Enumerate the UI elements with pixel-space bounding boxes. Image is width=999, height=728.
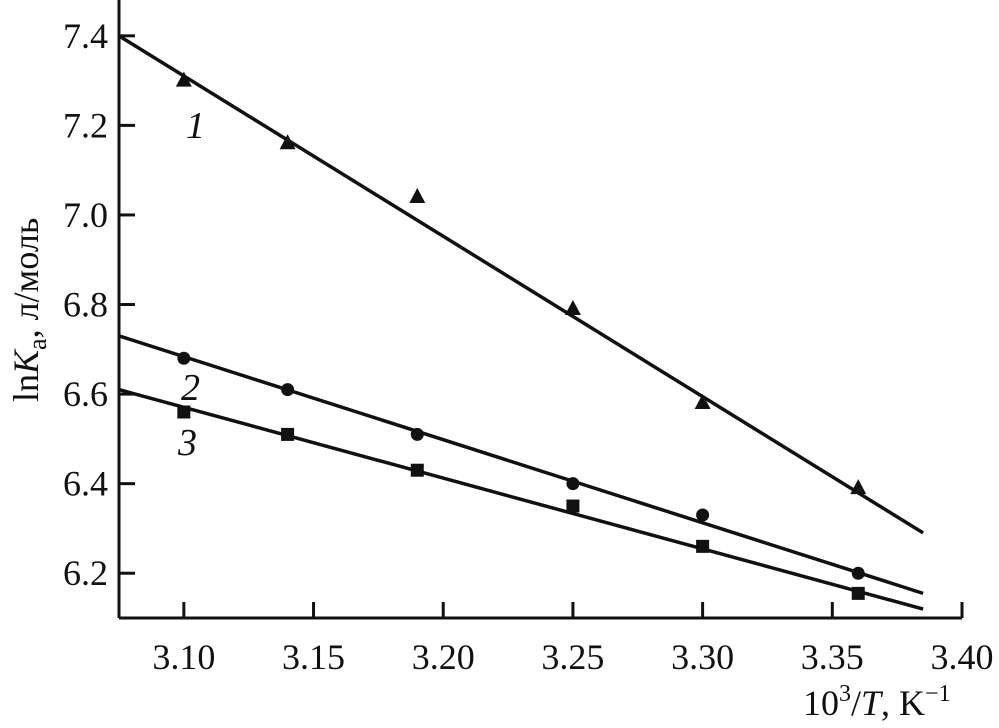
fit-lines <box>118 34 925 611</box>
y-tick-label: 7.2 <box>63 105 108 145</box>
x-axis-title-unit: , K <box>881 683 925 723</box>
x-axis-title-unit-sup: −1 <box>925 681 951 707</box>
x-tick-label: 3.25 <box>541 637 604 677</box>
data-point-series-1 <box>694 394 711 410</box>
series-label-2: 2 <box>181 367 200 409</box>
data-point-series-3 <box>696 539 710 553</box>
series-label-3: 3 <box>177 422 197 464</box>
data-markers <box>175 71 867 600</box>
fit-line-series-1 <box>118 34 925 535</box>
y-tick-label: 6.8 <box>63 285 108 325</box>
data-point-series-3 <box>281 427 295 441</box>
fit-line-series-2 <box>118 334 924 596</box>
axes <box>117 0 962 620</box>
x-axis-title-slash: / <box>851 683 861 723</box>
y-axis-title-k: K <box>6 348 46 375</box>
y-tick-label: 6.2 <box>63 553 108 593</box>
x-tick-label: 3.35 <box>801 637 864 677</box>
data-point-series-2 <box>177 351 191 365</box>
data-point-series-1 <box>564 300 581 315</box>
data-point-series-2 <box>281 383 295 397</box>
data-point-series-3 <box>177 405 191 419</box>
data-point-series-2 <box>566 477 580 491</box>
x-tick-label: 3.20 <box>412 637 475 677</box>
data-point-series-3 <box>566 499 580 513</box>
y-ticks: 6.2 6.4 6.6 6.8 7.0 7.2 7.4 <box>63 16 135 593</box>
x-tick-label: 3.15 <box>282 637 345 677</box>
y-tick-label: 7.0 <box>63 195 108 235</box>
data-point-series-1 <box>850 479 867 495</box>
y-axis-title: lnKa, л/моль <box>6 218 52 402</box>
data-point-series-2 <box>851 566 865 580</box>
y-tick-label: 6.4 <box>63 464 108 504</box>
data-point-series-1 <box>409 188 426 204</box>
x-axis-title-var: T <box>861 683 884 723</box>
x-axis-title-sup: 3 <box>839 681 851 707</box>
fit-line-series-3 <box>118 387 924 611</box>
data-point-series-2 <box>410 427 424 441</box>
data-point-series-1 <box>175 71 192 87</box>
data-point-series-2 <box>696 508 710 522</box>
y-tick-label: 7.4 <box>63 16 108 56</box>
x-axis-title: 103/T, K−1 <box>803 681 951 723</box>
x-tick-label: 3.40 <box>931 637 994 677</box>
x-tick-label: 3.10 <box>152 637 215 677</box>
data-point-series-3 <box>851 586 865 600</box>
y-axis-title-ln: ln <box>6 374 46 402</box>
x-tick-label: 3.30 <box>671 637 734 677</box>
y-axis-title-sub: a <box>23 338 52 350</box>
series-label-1: 1 <box>186 105 205 147</box>
y-axis-title-units: , л/моль <box>6 218 46 339</box>
y-tick-label: 6.6 <box>63 374 108 414</box>
x-ticks: 3.10 3.15 3.20 3.25 3.30 3.35 3.40 <box>152 602 994 677</box>
x-axis-title-base: 10 <box>803 683 839 723</box>
data-point-series-1 <box>279 134 296 150</box>
data-point-series-3 <box>410 463 424 477</box>
